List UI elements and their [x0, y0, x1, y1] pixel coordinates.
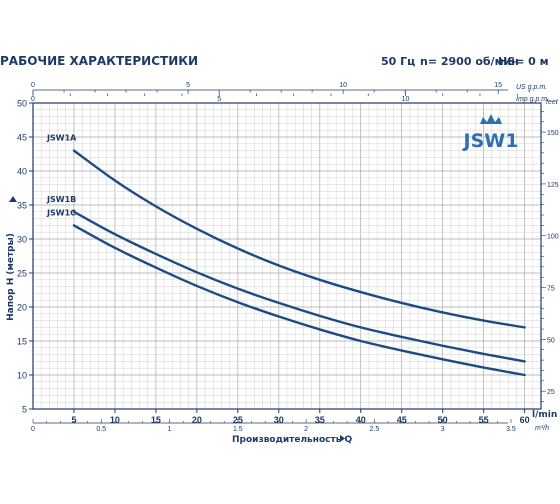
series-label-jsw1a: JSW1A — [46, 134, 77, 143]
m3h-unit: m³/h — [535, 425, 549, 432]
feet-label: 25 — [547, 389, 555, 396]
m3h-label: 1 — [168, 426, 172, 433]
crown-icon — [480, 114, 502, 124]
m3h-label: 0 — [31, 426, 35, 433]
chart-title: РАБОЧИЕ ХАРАКТЕРИСТИКИ — [0, 54, 198, 68]
y-tick-label: 35 — [17, 201, 27, 211]
us-gpm-label: 0 — [31, 82, 35, 89]
m3h-label: 3 — [441, 426, 445, 433]
top-us-unit: US g.p.m. — [516, 84, 547, 91]
speed-label: n= 2900 об/мин — [420, 55, 519, 68]
y-tick-label: 10 — [17, 371, 27, 381]
m3h-label: 1.5 — [233, 426, 243, 433]
y-axis-title: Напор H (метры) — [6, 233, 16, 321]
us-gpm-label: 15 — [494, 82, 502, 89]
m3h-label: 3.5 — [506, 426, 516, 433]
x-tick-label: 55 — [479, 415, 489, 425]
x-tick-label: 40 — [356, 415, 366, 425]
feet-unit: feet — [546, 99, 559, 106]
hs-label: HS= 0 м — [498, 55, 549, 68]
series-labels: JSW1A JSW1B JSW1C — [46, 134, 77, 218]
x-tick-label: 5 — [71, 415, 76, 425]
x-axis-title: Производительность Q — [232, 435, 353, 445]
curves — [72, 149, 526, 377]
x-tick-label: 20 — [192, 415, 202, 425]
imp-gpm-label: 5 — [217, 96, 221, 103]
feet-label: 75 — [547, 286, 555, 293]
x-tick-label: 30 — [274, 415, 284, 425]
x-tick-label: 15 — [151, 415, 161, 425]
y-tick-label: 30 — [17, 235, 27, 245]
y-tick-label: 25 — [17, 269, 27, 279]
x-tick-label: 60 — [520, 415, 530, 425]
y-tick-label: 20 — [17, 303, 27, 313]
feet-label: 125 — [547, 182, 559, 189]
y-tick-label: 40 — [17, 167, 27, 177]
feet-label: 150 — [547, 130, 559, 137]
plot-frame — [32, 102, 542, 410]
x-tick-label: 35 — [315, 415, 325, 425]
x-axis-arrow-icon — [340, 435, 345, 442]
y-axis-arrow-icon — [9, 196, 17, 202]
x-unit-label: l/min — [532, 410, 557, 420]
logo-text: JSW1 — [462, 130, 519, 152]
x-tick-label: 45 — [397, 415, 407, 425]
jsw1-logo: JSW1 — [462, 114, 519, 152]
top-imp-unit: Imp g.p.m. — [516, 96, 549, 103]
y-tick-label: 50 — [17, 99, 27, 109]
y-tick-label: 15 — [17, 337, 27, 347]
x-tick-label: 10 — [110, 415, 120, 425]
series-label-jsw1c: JSW1C — [46, 208, 76, 217]
curve-jsw1a — [72, 149, 526, 329]
y-tick-label: 45 — [17, 133, 27, 143]
curve-jsw1b — [72, 210, 526, 363]
frequency-label: 50 Гц — [381, 55, 415, 68]
imp-gpm-label: 0 — [31, 96, 35, 103]
m3h-label: 2.5 — [370, 426, 380, 433]
axis-ticks: 5 10 15 20 25 30 35 40 45 50 55 6051015202530354045… — [17, 82, 559, 433]
y-tick-label: 5 — [22, 405, 27, 415]
feet-label: 100 — [547, 234, 559, 241]
m3h-label: 0.5 — [96, 426, 106, 433]
us-gpm-label: 5 — [186, 82, 190, 89]
imp-gpm-label: 10 — [402, 96, 410, 103]
feet-label: 50 — [547, 337, 555, 344]
curve-jsw1c — [72, 224, 526, 377]
m3h-label: 2 — [304, 426, 308, 433]
series-label-jsw1b: JSW1B — [46, 195, 76, 204]
us-gpm-label: 10 — [339, 82, 347, 89]
